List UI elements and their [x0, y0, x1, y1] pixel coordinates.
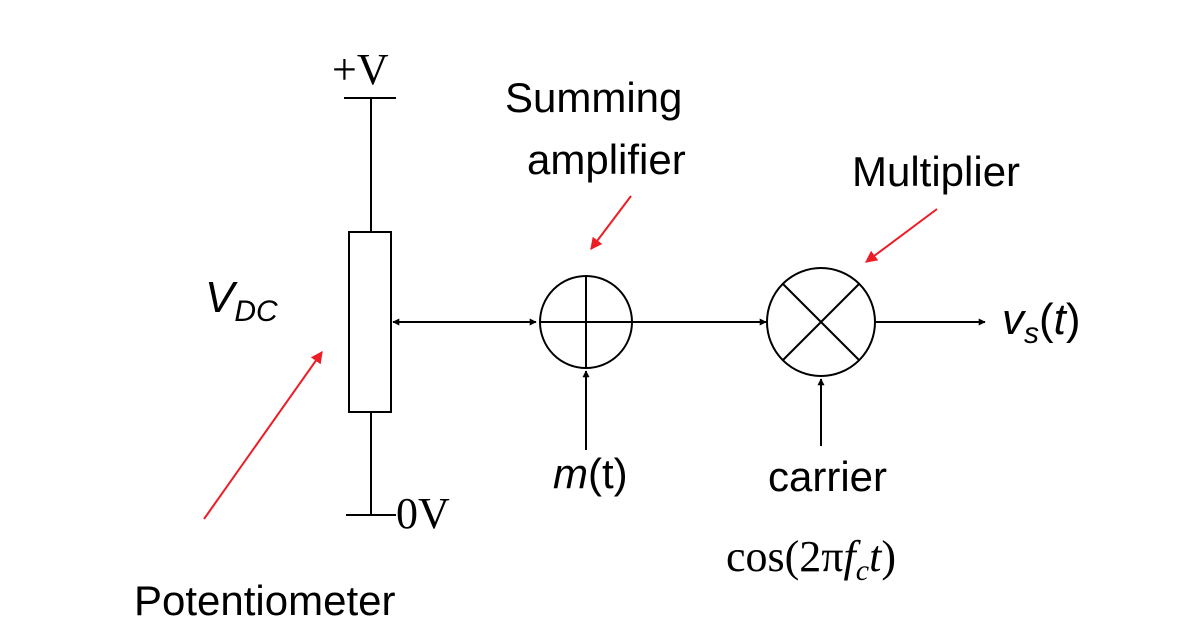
message-label: m(t)	[553, 450, 628, 497]
carrier-c-subscript: c	[856, 554, 869, 587]
carrier-t: t	[869, 532, 883, 581]
vdc-label: VDC	[205, 273, 278, 328]
carrier-expression: cos(2πfct)	[726, 532, 896, 587]
supply-zero-label: 0V	[396, 489, 450, 538]
message-arg: (t)	[588, 450, 628, 497]
message-fn: m	[553, 450, 588, 497]
multiplier-label: Multiplier	[852, 148, 1020, 195]
multiplier-pointer-arrow	[865, 208, 938, 263]
carrier-close: )	[881, 532, 896, 581]
carrier-cos: cos(2π	[726, 532, 844, 581]
output-arg-open: (	[1039, 295, 1054, 344]
output-arg-t: t	[1054, 295, 1068, 344]
carrier-label: carrier	[768, 453, 887, 500]
multiplier-cross-b	[782, 283, 860, 361]
summing-pointer-arrow	[590, 195, 632, 250]
potentiometer-pointer-arrow	[203, 351, 323, 520]
output-label: vs(t)	[1002, 295, 1081, 350]
potentiometer-label: Potentiometer	[134, 577, 395, 624]
summing-label-line2: amplifier	[527, 136, 686, 183]
output-v: v	[1002, 295, 1027, 344]
output-arg-close: )	[1066, 295, 1081, 344]
supply-plus-label: +V	[332, 45, 389, 94]
vdc-subscript: DC	[234, 295, 278, 328]
potentiometer-body	[348, 231, 392, 413]
vdc-main: V	[205, 273, 238, 322]
output-subscript: s	[1024, 317, 1039, 350]
summing-label-line1: Summing	[505, 74, 682, 121]
